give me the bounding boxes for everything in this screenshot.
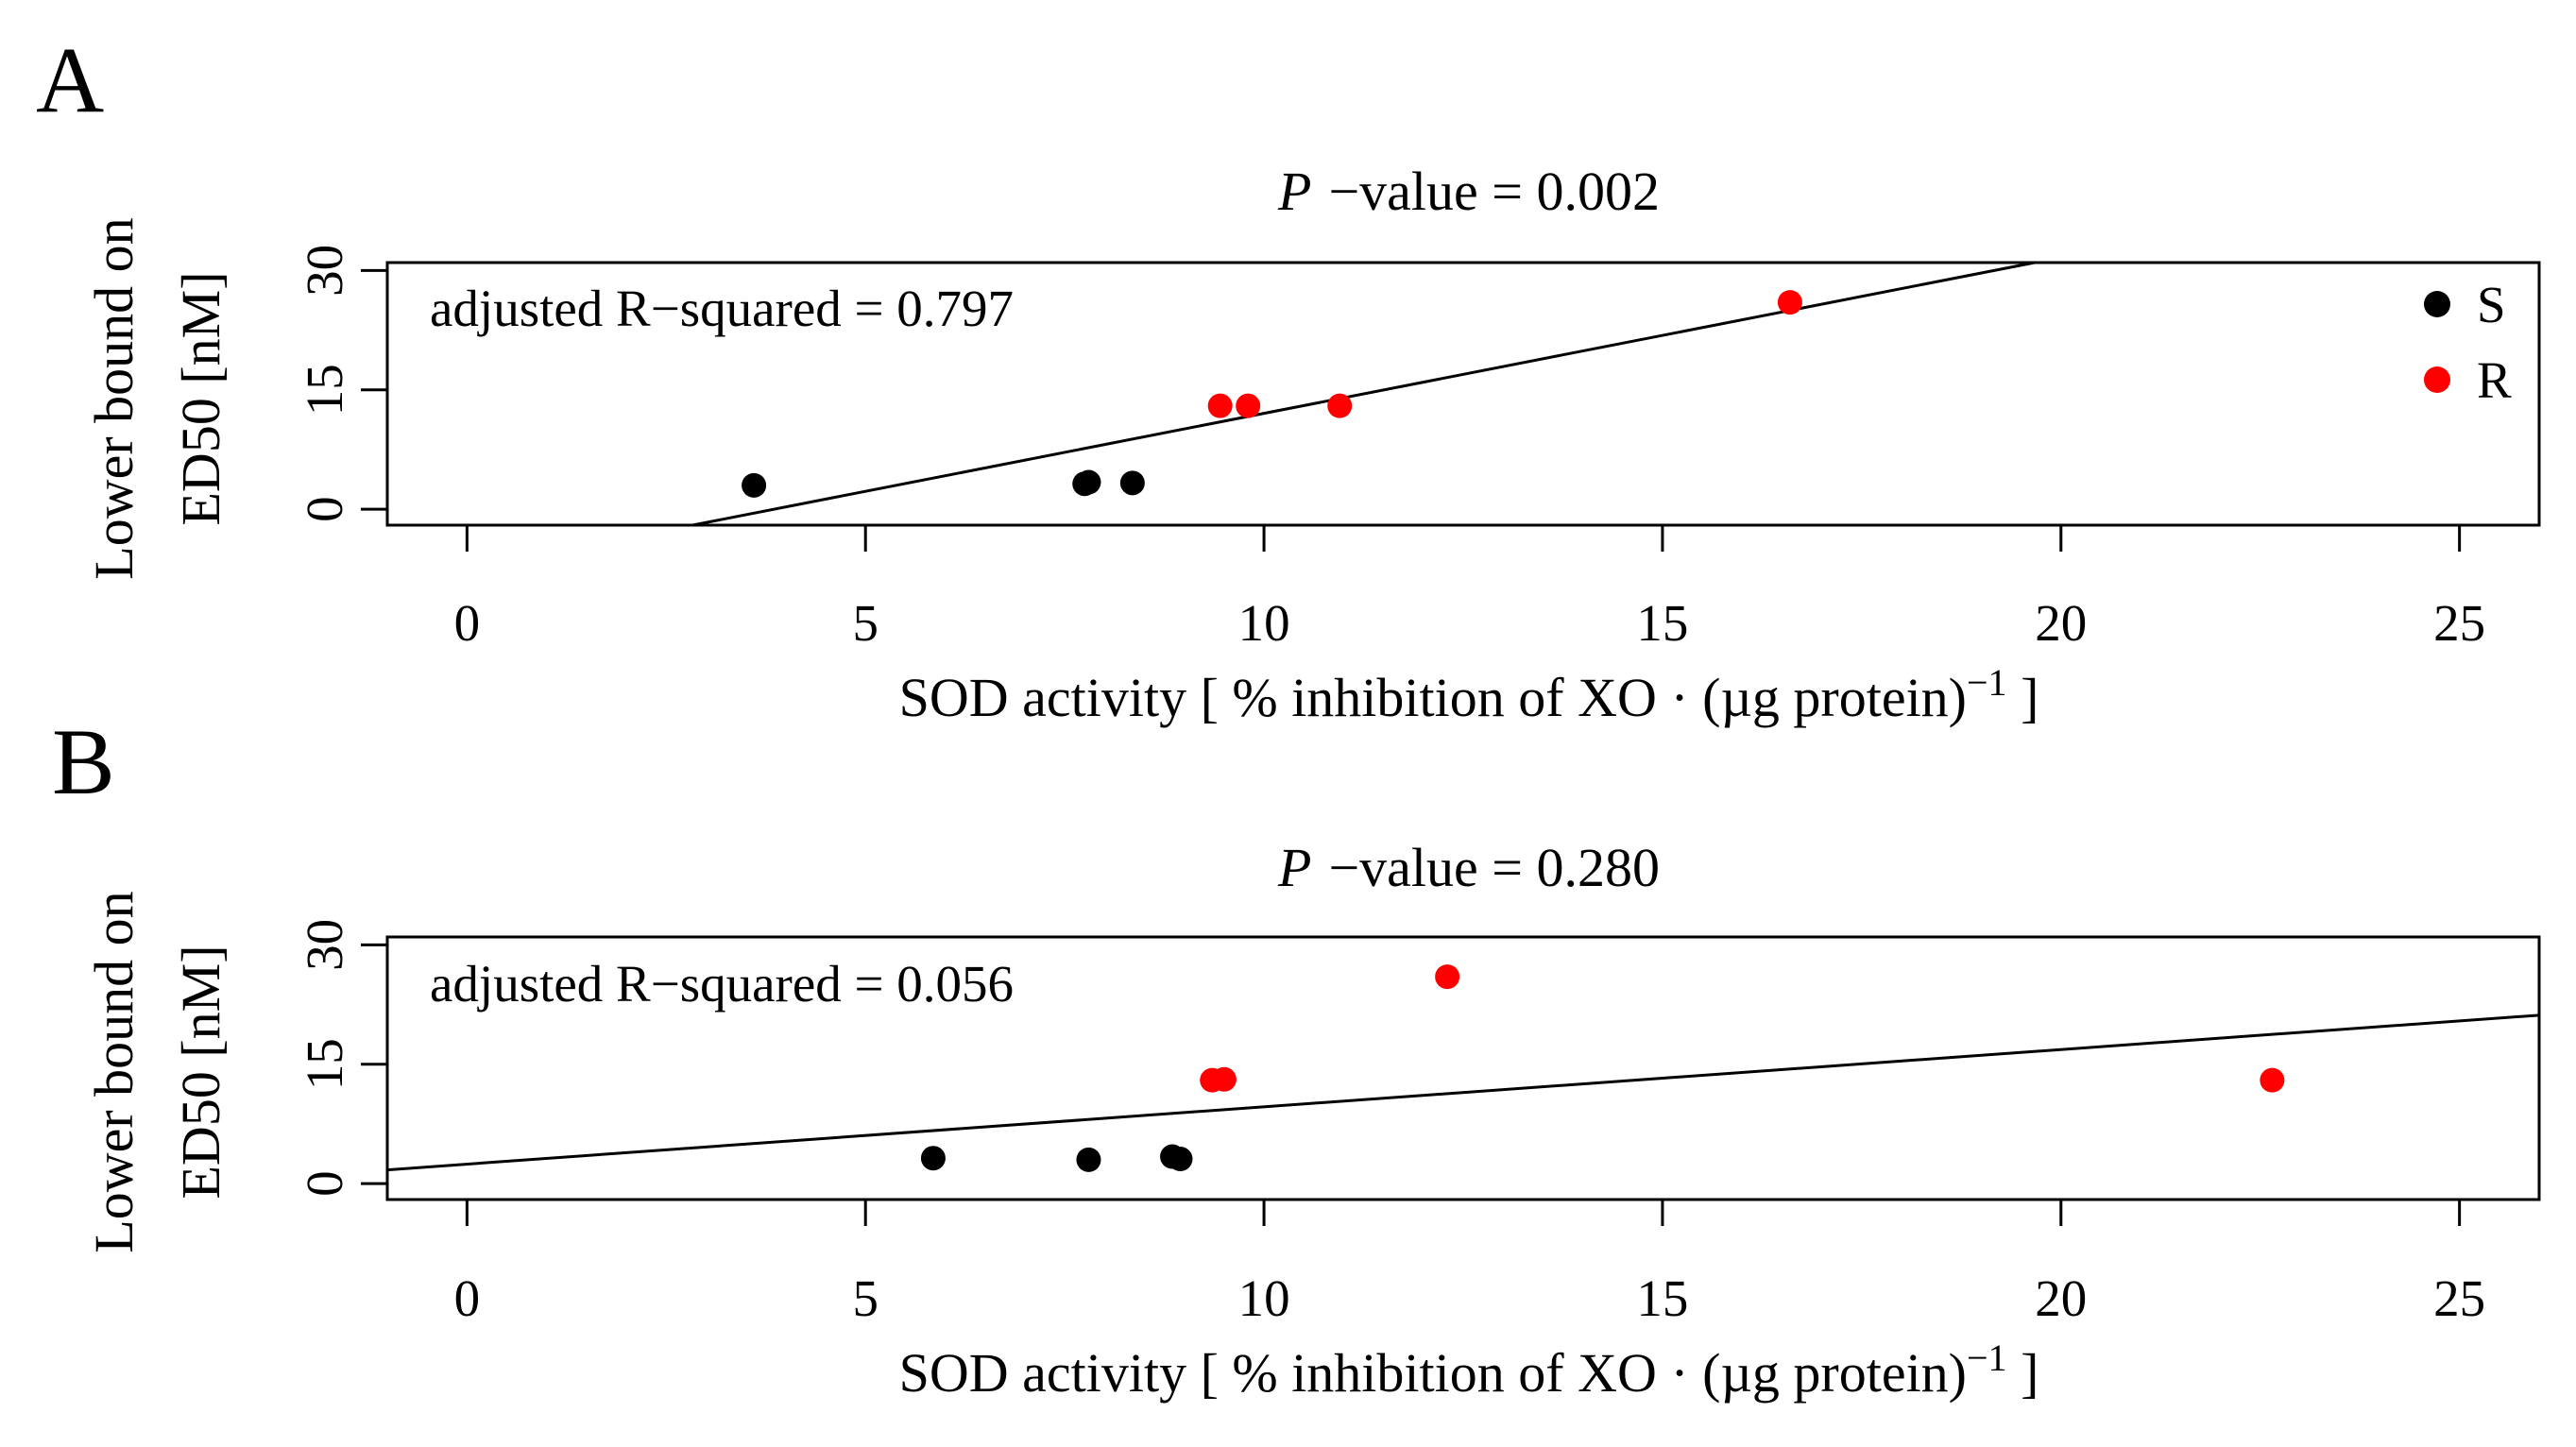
panel-a-regression-line <box>685 263 2042 525</box>
panel-a-y-tick-label: 15 <box>296 364 353 416</box>
panel-a-x-tick-label: 25 <box>2433 594 2485 652</box>
panel-a-y-tick-label: 0 <box>296 496 353 522</box>
panel-a-point-r <box>1777 290 1802 315</box>
panel-a-point-s <box>1076 469 1101 495</box>
panel-a-x-tick-label: 15 <box>1636 594 1688 652</box>
panel-b-x-tick-label: 10 <box>1238 1269 1290 1327</box>
panel-a-point-r <box>1207 393 1233 418</box>
panel-a-title-value: −value = 0.002 <box>1328 161 1660 222</box>
panel-b-regression-line <box>387 1013 2539 1172</box>
panel-label-a: A <box>36 27 104 132</box>
panel-b-xlabel-main: SOD activity [ % inhibition of XO · (µg … <box>899 1342 1967 1404</box>
panel-a-xlabel-sup: −1 <box>1967 661 2007 704</box>
panel-b-x-tick-label: 0 <box>454 1269 481 1327</box>
panel-b-r-squared: adjusted R−squared = 0.056 <box>430 955 1014 1013</box>
panel-b-point-r <box>2260 1067 2285 1093</box>
panel-a-x-tick-label: 5 <box>852 594 879 652</box>
panel-b-y-tick-label: 30 <box>296 919 353 971</box>
panel-a-r-squared: adjusted R−squared = 0.797 <box>430 280 1014 337</box>
panel-b-title-p: P <box>1277 837 1311 898</box>
panel-b-x-tick-label: 25 <box>2433 1269 2485 1327</box>
panel-label-b: B <box>52 709 115 814</box>
panel-b-x-tick-label: 5 <box>852 1269 879 1327</box>
panel-a-ylabel-1: Lower bound on <box>83 217 145 579</box>
panel-b-point-s <box>920 1146 946 1171</box>
panel-b-point-s <box>1076 1147 1101 1172</box>
panel-a-point-s <box>1119 470 1145 496</box>
panel-a-x-tick-label: 10 <box>1238 594 1290 652</box>
panel-b-x-tick-label: 20 <box>2035 1269 2087 1327</box>
panel-b-ylabel-1: Lower bound on <box>83 891 145 1252</box>
panel-b-y-tick-label: 0 <box>296 1170 353 1197</box>
panel-b-xlabel: SOD activity [ % inhibition of XO · (µg … <box>899 1336 2039 1404</box>
legend-marker-r <box>2424 366 2450 393</box>
legend-label-r: R <box>2477 351 2512 409</box>
panel-a-x-tick-label: 20 <box>2035 594 2087 652</box>
panel-a-point-s <box>742 472 767 498</box>
panel-b-plot: 0 5 10 15 20 25 0 15 30 adjusted R−squared = 0.05… <box>296 919 2541 1327</box>
panel-a-xlabel-end: ] <box>2007 667 2039 728</box>
panel-b-title-value: −value = 0.280 <box>1328 837 1660 898</box>
panel-a-xlabel-main: SOD activity [ % inhibition of XO · (µg … <box>899 667 1967 728</box>
panel-a-ylabel-2: ED50 [nM] <box>170 271 231 525</box>
panel-a-point-r <box>1236 393 1261 418</box>
panel-a-x-tick-label: 0 <box>454 594 481 652</box>
panel-a-plot: 0 5 10 15 20 25 0 15 30 adjusted R−squared = 0.79… <box>296 245 2541 652</box>
panel-b-xlabel-end: ] <box>2007 1342 2039 1404</box>
panel-a-y-tick-label: 30 <box>296 245 353 297</box>
panel-b-point-r <box>1211 1066 1237 1092</box>
legend-label-s: S <box>2477 276 2506 333</box>
panel-b-x-tick-label: 15 <box>1636 1269 1688 1327</box>
legend-marker-s <box>2424 291 2450 317</box>
panel-b-point-r <box>1435 964 1460 990</box>
panel-b-point-s <box>1168 1147 1193 1172</box>
panel-a-title: P −value = 0.002 <box>1277 161 1660 222</box>
panel-b-y-tick-label: 15 <box>296 1038 353 1090</box>
panel-b-title: P −value = 0.280 <box>1277 837 1660 898</box>
panel-a-xlabel: SOD activity [ % inhibition of XO · (µg … <box>899 661 2039 728</box>
panel-b-ylabel-2: ED50 [nM] <box>170 945 231 1199</box>
panel-a-point-r <box>1327 393 1353 418</box>
panel-a-title-p: P <box>1277 161 1311 222</box>
panel-b-xlabel-sup: −1 <box>1967 1336 2007 1379</box>
